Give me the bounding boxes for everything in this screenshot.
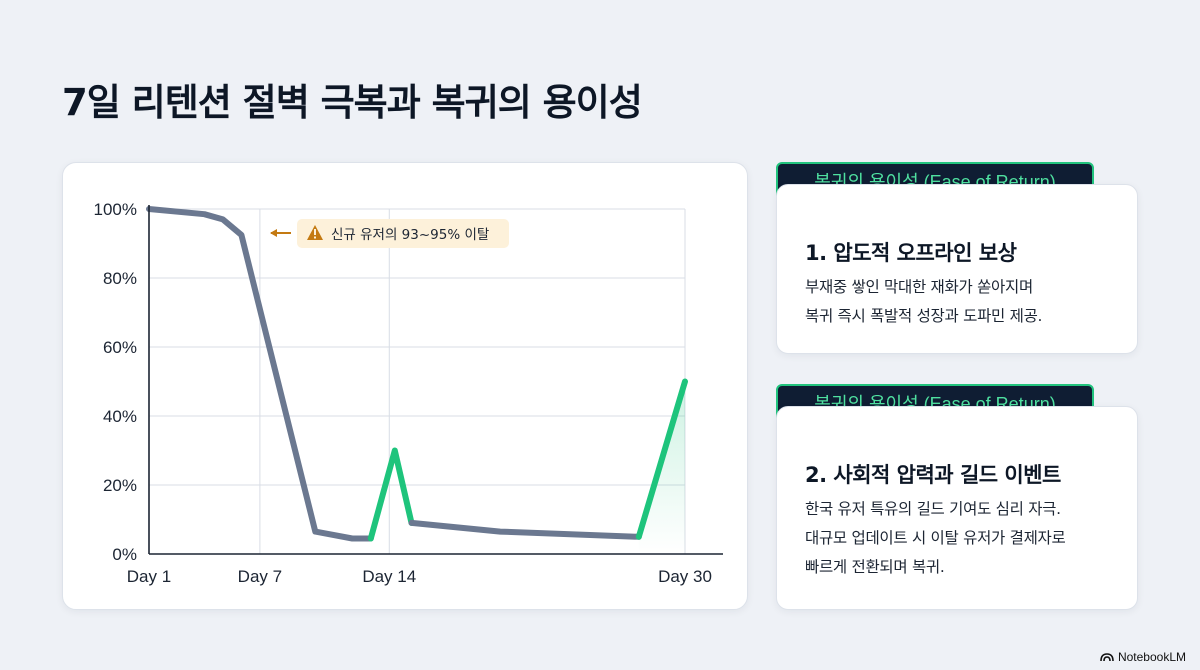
- y-tick-label: 100%: [94, 200, 137, 219]
- x-tick-label: Day 7: [238, 567, 282, 586]
- retention-chart-card: 0% 20% 40% 60% 80% 100% Day 1 Day 7 Day 14 Day 30…: [62, 162, 748, 610]
- brand-watermark: NotebookLM: [1100, 650, 1186, 664]
- x-tick-label: Day 30: [658, 567, 712, 586]
- y-tick-label: 0%: [112, 545, 137, 564]
- brand-label: NotebookLM: [1117, 650, 1186, 664]
- card-1-line: 부재중 쌓인 막대한 재화가 쏟아지며: [805, 278, 1033, 296]
- y-tick-label: 40%: [103, 407, 137, 426]
- page-title: 7일 리텐션 절벽 극복과 복귀의 용이성: [62, 81, 643, 124]
- notebooklm-logo-icon: [1100, 653, 1114, 662]
- info-card-offline-reward: 1. 압도적 오프라인 보상 부재중 쌓인 막대한 재화가 쏟아지며 복귀 즉시…: [776, 184, 1138, 354]
- series-line-3: [408, 519, 642, 540]
- card-2-line: 한국 유저 특유의 길드 기여도 심리 자극.: [805, 500, 1061, 518]
- card-2-line: 빠르게 전환되며 복귀.: [805, 558, 945, 576]
- card-2-body: 한국 유저 특유의 길드 기여도 심리 자극. 대규모 업데이트 시 이탈 유저…: [805, 495, 1121, 582]
- card-2-heading: 2. 사회적 압력과 길드 이벤트: [805, 463, 1061, 487]
- card-1-body: 부재중 쌓인 막대한 재화가 쏟아지며 복귀 즉시 폭발적 성장과 도파민 제공…: [805, 273, 1121, 331]
- info-card-guild-event: 2. 사회적 압력과 길드 이벤트 한국 유저 특유의 길드 기여도 심리 자극…: [776, 406, 1138, 610]
- card-2-line: 대규모 업데이트 시 이탈 유저가 결제자로: [805, 529, 1066, 547]
- annotation-box: [297, 219, 509, 248]
- y-tick-label: 80%: [103, 269, 137, 288]
- x-tick-label: Day 1: [127, 567, 171, 586]
- x-tick-label: Day 14: [362, 567, 416, 586]
- annotation-text: 신규 유저의 93~95% 이탈: [331, 227, 489, 243]
- warning-icon: [307, 225, 323, 240]
- annotation: 신규 유저의 93~95% 이탈: [270, 219, 509, 248]
- y-tick-label: 20%: [103, 476, 137, 495]
- series-line-1: [146, 206, 374, 542]
- series-line-4: [635, 378, 688, 540]
- y-tick-label: 60%: [103, 338, 137, 357]
- series-line-2: [367, 447, 415, 542]
- card-1-line: 복귀 즉시 폭발적 성장과 도파민 제공.: [805, 307, 1043, 325]
- card-1-heading: 1. 압도적 오프라인 보상: [805, 241, 1017, 265]
- retention-chart: 0% 20% 40% 60% 80% 100% Day 1 Day 7 Day 14 Day 30…: [94, 200, 723, 586]
- arrow-head-icon: [270, 229, 277, 237]
